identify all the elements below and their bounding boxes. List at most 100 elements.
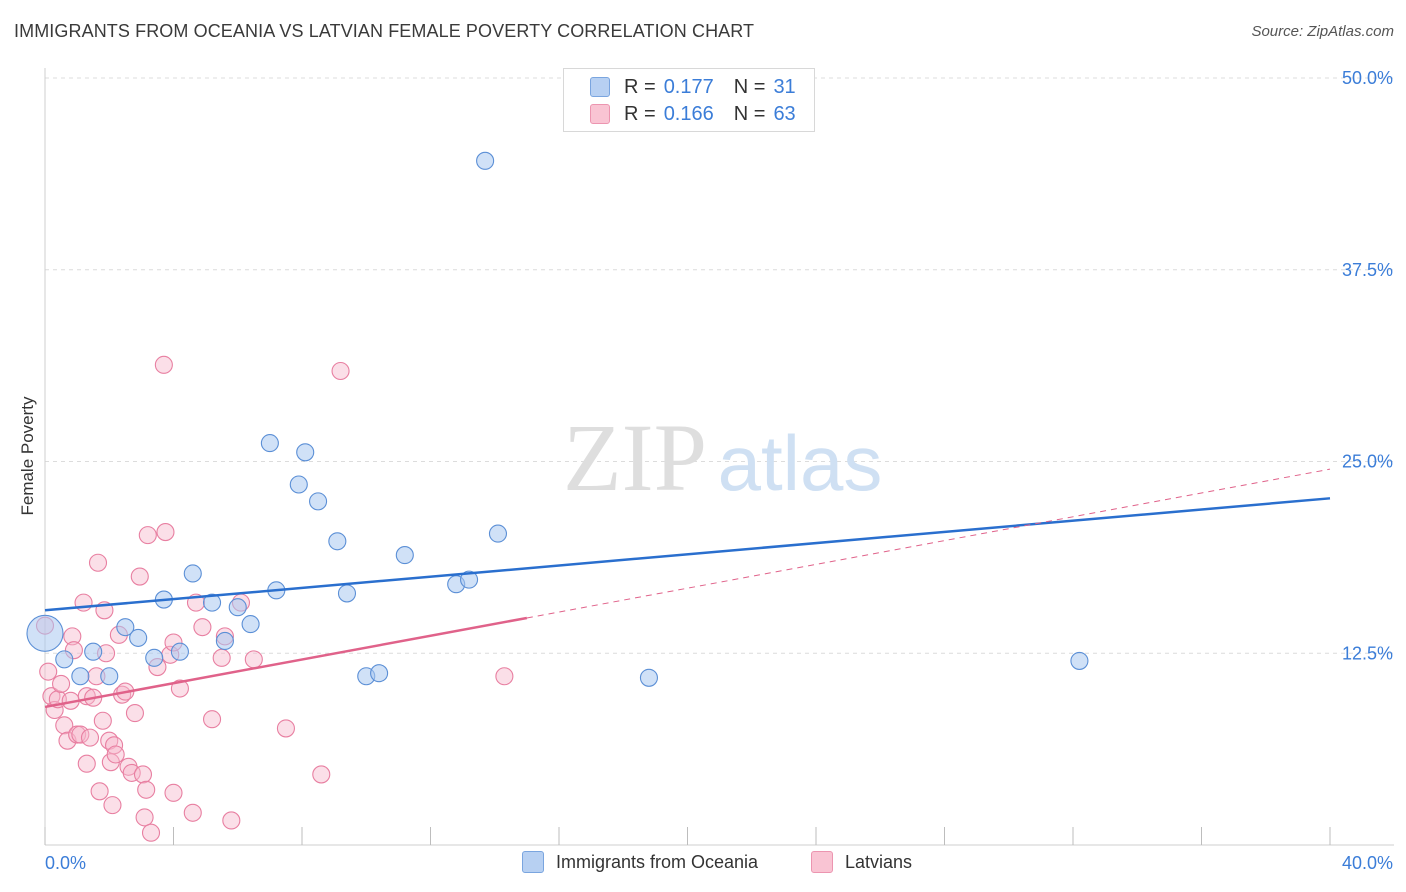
latvians-point [138, 526, 157, 545]
legend-n-label: N = [733, 102, 766, 125]
latvians-point [39, 662, 58, 681]
bottom-legend-swatch-pink [811, 851, 833, 873]
y-tick-label: 25.0% [1342, 452, 1393, 472]
legend-swatch-pink [590, 104, 610, 124]
latvians-point [71, 725, 90, 744]
latvians-point [77, 754, 96, 773]
tick-labels: 12.5% 25.0% 37.5% 50.0% 0.0% 40.0% [45, 68, 1393, 873]
latvians-trend-line [44, 616, 528, 709]
oceania-point [296, 443, 315, 462]
y-tick-label: 37.5% [1342, 260, 1393, 280]
x-tick-label-min: 0.0% [45, 853, 86, 873]
latvians-point [137, 780, 156, 799]
bottom-legend-swatch-blue [522, 851, 544, 873]
oceania-point [328, 532, 347, 551]
oceania-point [170, 642, 189, 661]
oceania-point [476, 151, 495, 170]
bottom-legend-label: Immigrants from Oceania [556, 851, 759, 872]
watermark-atlas: atlas [718, 419, 883, 507]
legend-r-value: 0.166 [663, 102, 714, 125]
bottom-legend-oceania: Immigrants from Oceania [522, 851, 758, 873]
oceania-point [116, 618, 135, 637]
oceania-point [71, 667, 90, 686]
oceania-point [395, 546, 414, 565]
legend-n-value: 31 [773, 75, 796, 98]
legend-n-value: 63 [773, 102, 796, 125]
legend-swatch-blue [590, 77, 610, 97]
legend-r-value: 0.177 [663, 75, 714, 98]
latvians-point [135, 808, 154, 827]
oceania-point [100, 667, 119, 686]
legend-row-oceania: R = 0.177 N = 31 [590, 75, 796, 99]
latvians-point [212, 648, 231, 667]
oceania-point [241, 615, 260, 634]
watermark: ZIP atlas [563, 404, 882, 511]
source-credit: Source: ZipAtlas.com [1251, 23, 1394, 40]
latvians-point [203, 710, 222, 729]
gridlines [45, 77, 1394, 654]
oceania-point [488, 524, 508, 543]
oceania-trend-line [44, 497, 1331, 612]
oceania-point [84, 642, 103, 661]
latvians-point [276, 719, 295, 738]
axes [44, 68, 1394, 846]
oceania-points [26, 151, 1089, 687]
oceania-point [459, 570, 479, 589]
bottom-legend-latvians: Latvians [811, 851, 912, 873]
oceania-point [337, 584, 357, 603]
latvians-point [80, 728, 100, 747]
latvians-point [156, 523, 175, 542]
latvians-point [63, 627, 82, 646]
chart-title: IMMIGRANTS FROM OCEANIA VS LATVIAN FEMAL… [14, 21, 755, 41]
latvians-trend-extension [526, 468, 1331, 619]
latvians-point [52, 674, 71, 693]
latvians-point [103, 796, 122, 815]
latvians-point [122, 763, 141, 782]
latvians-point [312, 765, 331, 784]
latvians-point [222, 811, 241, 830]
latvians-point [183, 803, 202, 822]
oceania-point [55, 650, 74, 669]
legend-n-label: N = [733, 75, 766, 98]
latvians-point [141, 823, 161, 842]
latvians-point [125, 704, 144, 723]
correlation-legend: R = 0.177 N = 31 R = 0.166 N = 63 [563, 68, 815, 132]
oceania-point [183, 564, 202, 583]
x-tick-label-max: 40.0% [1342, 853, 1393, 873]
latvians-point [105, 736, 124, 755]
trend-lines [44, 468, 1331, 709]
latvians-point [130, 567, 149, 586]
latvians-point [93, 711, 112, 730]
latvians-point [331, 361, 350, 381]
oceania-point [228, 598, 247, 617]
watermark-zip: ZIP [563, 404, 707, 511]
oceania-point [1070, 651, 1089, 670]
latvians-point [88, 553, 108, 572]
y-tick-label: 12.5% [1342, 643, 1393, 663]
latvians-point [55, 716, 74, 735]
legend-row-latvians: R = 0.166 N = 63 [590, 102, 796, 126]
oceania-point [639, 668, 659, 687]
oceania-point [215, 631, 234, 651]
legend-r-label: R = [624, 102, 656, 125]
bottom-legend-label: Latvians [845, 851, 913, 872]
y-tick-label: 50.0% [1342, 68, 1393, 88]
latvians-point [90, 782, 109, 801]
latvians-point [164, 783, 183, 802]
oceania-point [370, 664, 389, 683]
oceania-point [289, 475, 308, 494]
legend-r-label: R = [624, 75, 656, 98]
oceania-point [26, 614, 64, 652]
oceania-point [309, 492, 328, 511]
latvians-point [170, 679, 189, 698]
latvians-point [244, 650, 263, 669]
latvians-point [495, 667, 514, 686]
latvians-point [133, 765, 153, 784]
oceania-point [129, 628, 148, 647]
oceania-point [260, 434, 279, 453]
oceania-point [203, 593, 222, 612]
oceania-point [145, 648, 164, 667]
latvians-point [154, 355, 173, 374]
latvians-point [193, 618, 212, 637]
